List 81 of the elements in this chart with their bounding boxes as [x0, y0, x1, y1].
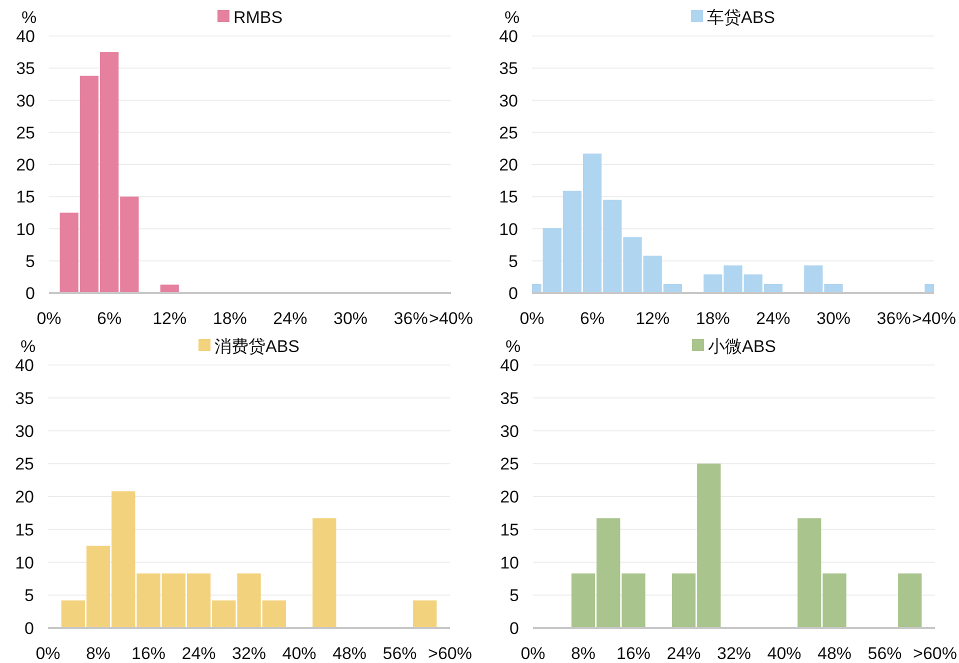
y-tick-label: 10: [15, 553, 34, 572]
x-tick-label: 16%: [131, 644, 166, 663]
x-tick-label: 36%: [876, 309, 911, 328]
y-axis-title: %: [21, 8, 37, 27]
bar: [413, 600, 437, 628]
x-tick-label: 24%: [756, 309, 790, 328]
legend-label: 小微ABS: [708, 337, 776, 356]
y-axis-title: %: [505, 337, 521, 356]
y-axis-title: %: [504, 8, 520, 27]
x-tick-label: 32%: [716, 644, 752, 663]
x-tick-label: 18%: [696, 309, 730, 328]
legend-label: RMBS: [233, 8, 283, 27]
x-tick-label: 36%: [394, 309, 428, 328]
x-tick-label: 30%: [816, 309, 851, 328]
x-tick-label: 40%: [282, 644, 316, 663]
x-tick-label: 48%: [817, 644, 852, 663]
x-tick-label: 0%: [520, 309, 544, 328]
y-tick-label: 5: [508, 252, 518, 271]
y-tick-label: 15: [499, 188, 518, 207]
x-tick-label: 12%: [636, 309, 670, 328]
x-tick-label: 24%: [273, 309, 308, 328]
x-tick-label: 30%: [333, 309, 368, 328]
x-tick-label: 24%: [182, 644, 216, 663]
x-tick-label: 56%: [868, 644, 902, 663]
y-tick-label: 35: [15, 388, 34, 408]
x-tick-label: 6%: [97, 309, 122, 328]
y-tick-label: 0: [24, 619, 34, 638]
y-tick-label: 5: [510, 586, 519, 606]
x-tick-label: 0%: [36, 309, 62, 328]
y-tick-label: 40: [499, 27, 518, 46]
x-tick-label: 0%: [520, 644, 546, 663]
x-tick-label: 32%: [232, 644, 266, 663]
y-tick-label: 25: [500, 454, 519, 474]
x-tick-label: 56%: [382, 644, 417, 663]
x-tick-label: >40%: [912, 309, 956, 328]
x-tick-label: 24%: [666, 644, 701, 663]
y-tick-label: 30: [16, 91, 35, 110]
y-tick-label: 35: [500, 388, 519, 408]
x-tick-label: >60%: [428, 644, 472, 663]
y-tick-label: 40: [16, 27, 35, 46]
x-tick-label: >40%: [429, 309, 473, 328]
y-tick-label: 35: [16, 59, 35, 78]
y-tick-label: 30: [15, 422, 34, 441]
y-tick-label: 5: [26, 252, 35, 271]
y-tick-label: 10: [499, 220, 518, 239]
x-tick-label: 16%: [616, 644, 651, 663]
y-tick-label: 20: [16, 156, 35, 174]
x-tick-label: >60%: [913, 644, 957, 663]
x-tick-label: 12%: [152, 309, 187, 328]
legend-label: 车贷ABS: [706, 8, 776, 27]
y-tick-label: 30: [500, 422, 519, 441]
x-tick-label: 40%: [767, 644, 802, 663]
y-tick-label: 25: [15, 454, 34, 474]
x-tick-label: 8%: [570, 644, 596, 663]
y-tick-label: 40: [500, 356, 519, 375]
y-tick-label: 30: [499, 91, 518, 110]
y-tick-label: 15: [15, 520, 34, 540]
x-tick-label: 48%: [332, 644, 367, 663]
y-tick-label: 0: [510, 619, 519, 638]
y-tick-label: 15: [16, 188, 35, 207]
bar: [898, 573, 922, 628]
x-tick-label: 0%: [36, 644, 60, 663]
y-tick-label: 20: [15, 488, 34, 506]
y-tick-label: 5: [24, 586, 34, 606]
y-tick-label: 20: [499, 156, 518, 174]
x-tick-label: 8%: [86, 644, 111, 663]
y-tick-label: 25: [16, 123, 35, 142]
y-tick-label: 25: [499, 123, 518, 142]
bar: [312, 518, 336, 628]
y-tick-label: 35: [499, 59, 518, 78]
x-tick-label: 6%: [580, 309, 605, 328]
y-tick-label: 0: [508, 284, 518, 303]
y-tick-label: 20: [500, 488, 519, 506]
y-tick-label: 10: [16, 220, 35, 239]
x-tick-label: 18%: [212, 309, 247, 328]
legend-label: 消费贷ABS: [214, 337, 300, 356]
y-tick-label: 10: [500, 553, 519, 572]
y-tick-label: 40: [15, 356, 34, 375]
y-axis-title: %: [20, 337, 36, 356]
y-tick-label: 15: [500, 520, 519, 540]
y-tick-label: 0: [26, 284, 35, 303]
